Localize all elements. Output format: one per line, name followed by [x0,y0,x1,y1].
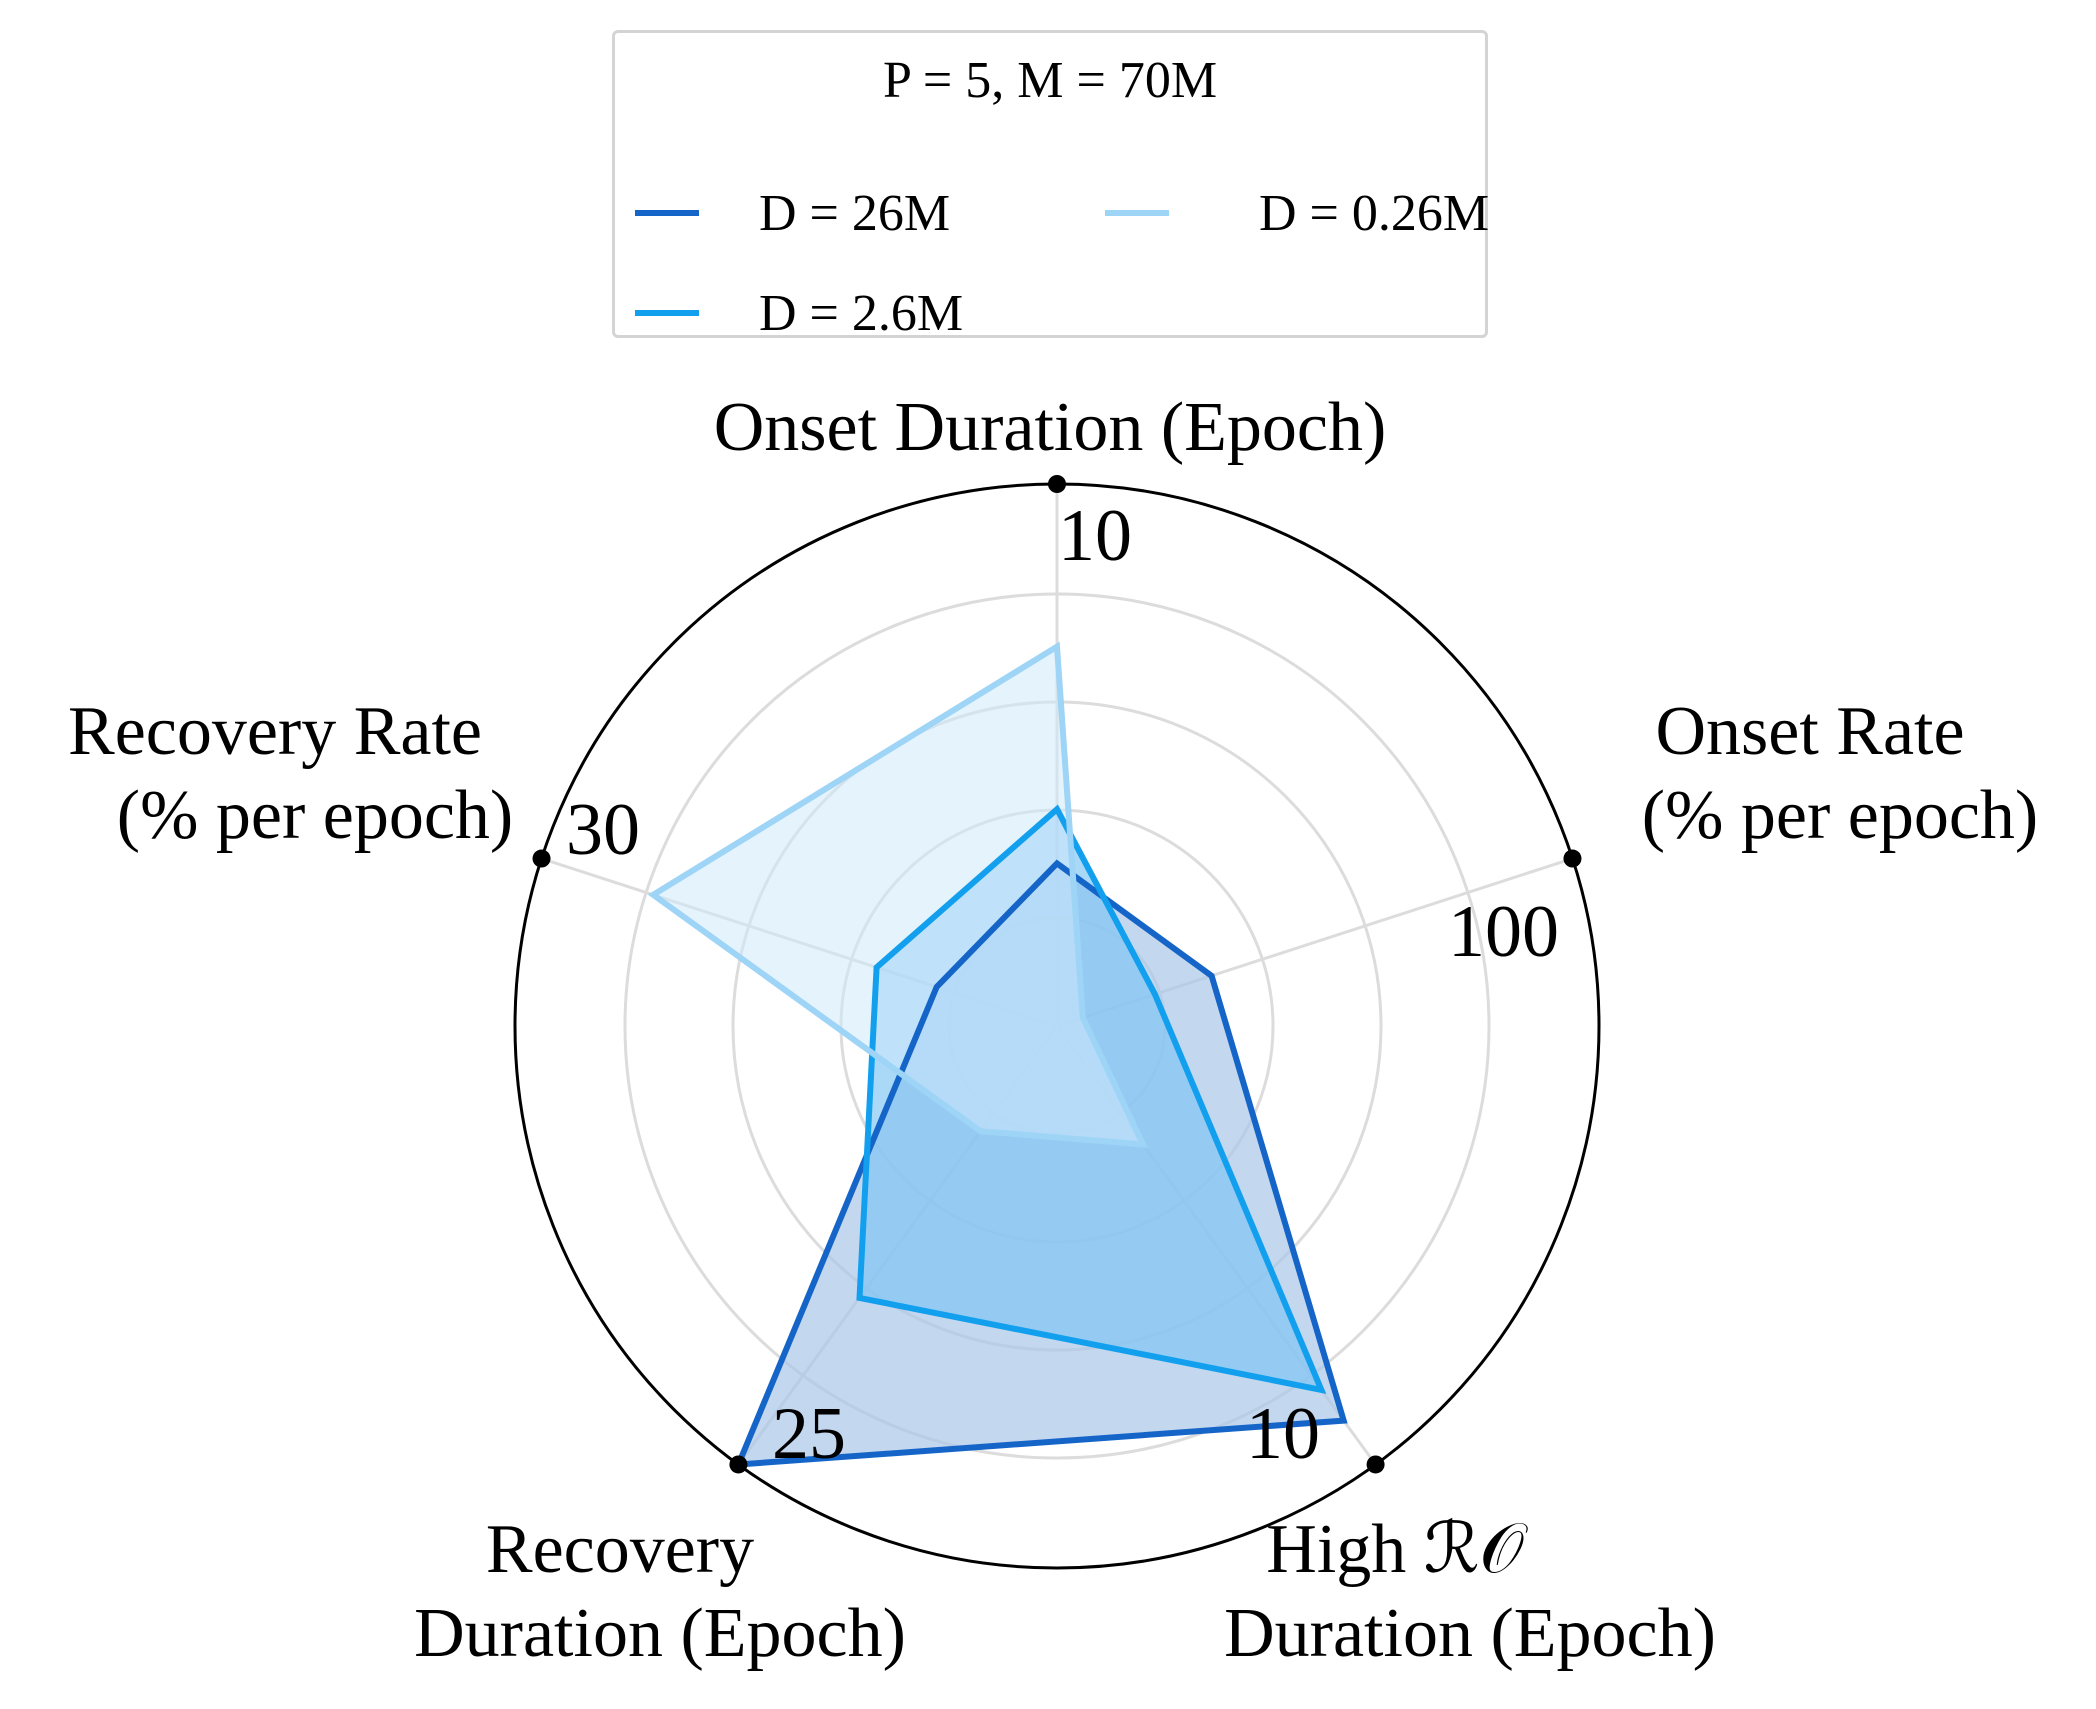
axis-label-onset-rate-line1: Onset Rate [1655,693,1965,770]
tick-label-recovery-duration-max: 25 [772,1393,846,1475]
axis-label-high-ro-duration: High ℛ𝒪 Duration (Epoch) [1170,1508,1770,1676]
tick-label-recovery-rate-max: 30 [566,789,640,871]
legend-label-d2-6m: D = 2.6M [759,284,964,342]
legend-swatch-d2-6m [635,310,699,316]
axis-label-high-ro-line2: Duration (Epoch) [1224,1595,1716,1672]
legend-entry-d0-26m: D = 0.26M [1105,183,1489,243]
series-line-1 [733,859,1348,1468]
tick-label-high-ro-max: 10 [1246,1393,1320,1475]
legend-swatch-d26m [635,210,699,216]
legend-title: P = 5, M = 70M [882,52,1218,109]
series-fill-3 [653,646,1143,1145]
axis-label-onset-duration: Onset Duration (Epoch) [540,386,1560,470]
series-line-3 [647,641,1148,1148]
axis-label-recovery-duration-line2: Duration (Epoch) [414,1595,906,1672]
axis-end-dot-1 [1048,475,1066,493]
axis-label-onset-rate: Onset Rate (% per epoch) [1590,690,2090,858]
axis-end-dot-2 [1563,849,1582,868]
legend: P = 5, M = 70M D = 26M D = 2.6M D = 0.26… [612,30,1489,342]
legend-label-d0-26m: D = 0.26M [1259,184,1490,242]
legend-swatch-d0-26m [1105,210,1169,216]
legend-entry-d2-6m: D = 2.6M [635,283,963,343]
tick-label-onset-rate-max: 100 [1448,891,1559,973]
tick-label-onset-duration-max: 10 [1058,495,1132,577]
axis-end-dot-3 [1366,1455,1385,1474]
axis-label-recovery-duration-line1: Recovery [485,1511,755,1588]
axis-end-dot-5 [532,849,551,868]
axis-label-recovery-duration: Recovery Duration (Epoch) [340,1508,980,1676]
series-line-2 [856,804,1327,1394]
legend-label-d26m: D = 26M [759,184,951,242]
axis-end-dot-4 [729,1455,748,1474]
axis-label-recovery-rate: Recovery Rate (% per epoch) [20,690,560,858]
legend-entry-d26m: D = 26M [635,183,950,243]
axis-label-onset-duration-line1: Onset Duration (Epoch) [713,389,1387,466]
axis-label-onset-rate-line2: (% per epoch) [1641,777,2039,854]
axis-label-recovery-rate-line1: Recovery Rate [68,693,482,770]
axis-label-recovery-rate-line2: (% per epoch) [116,777,514,854]
axis-label-high-ro-line1: High ℛ𝒪 [1266,1511,1524,1588]
